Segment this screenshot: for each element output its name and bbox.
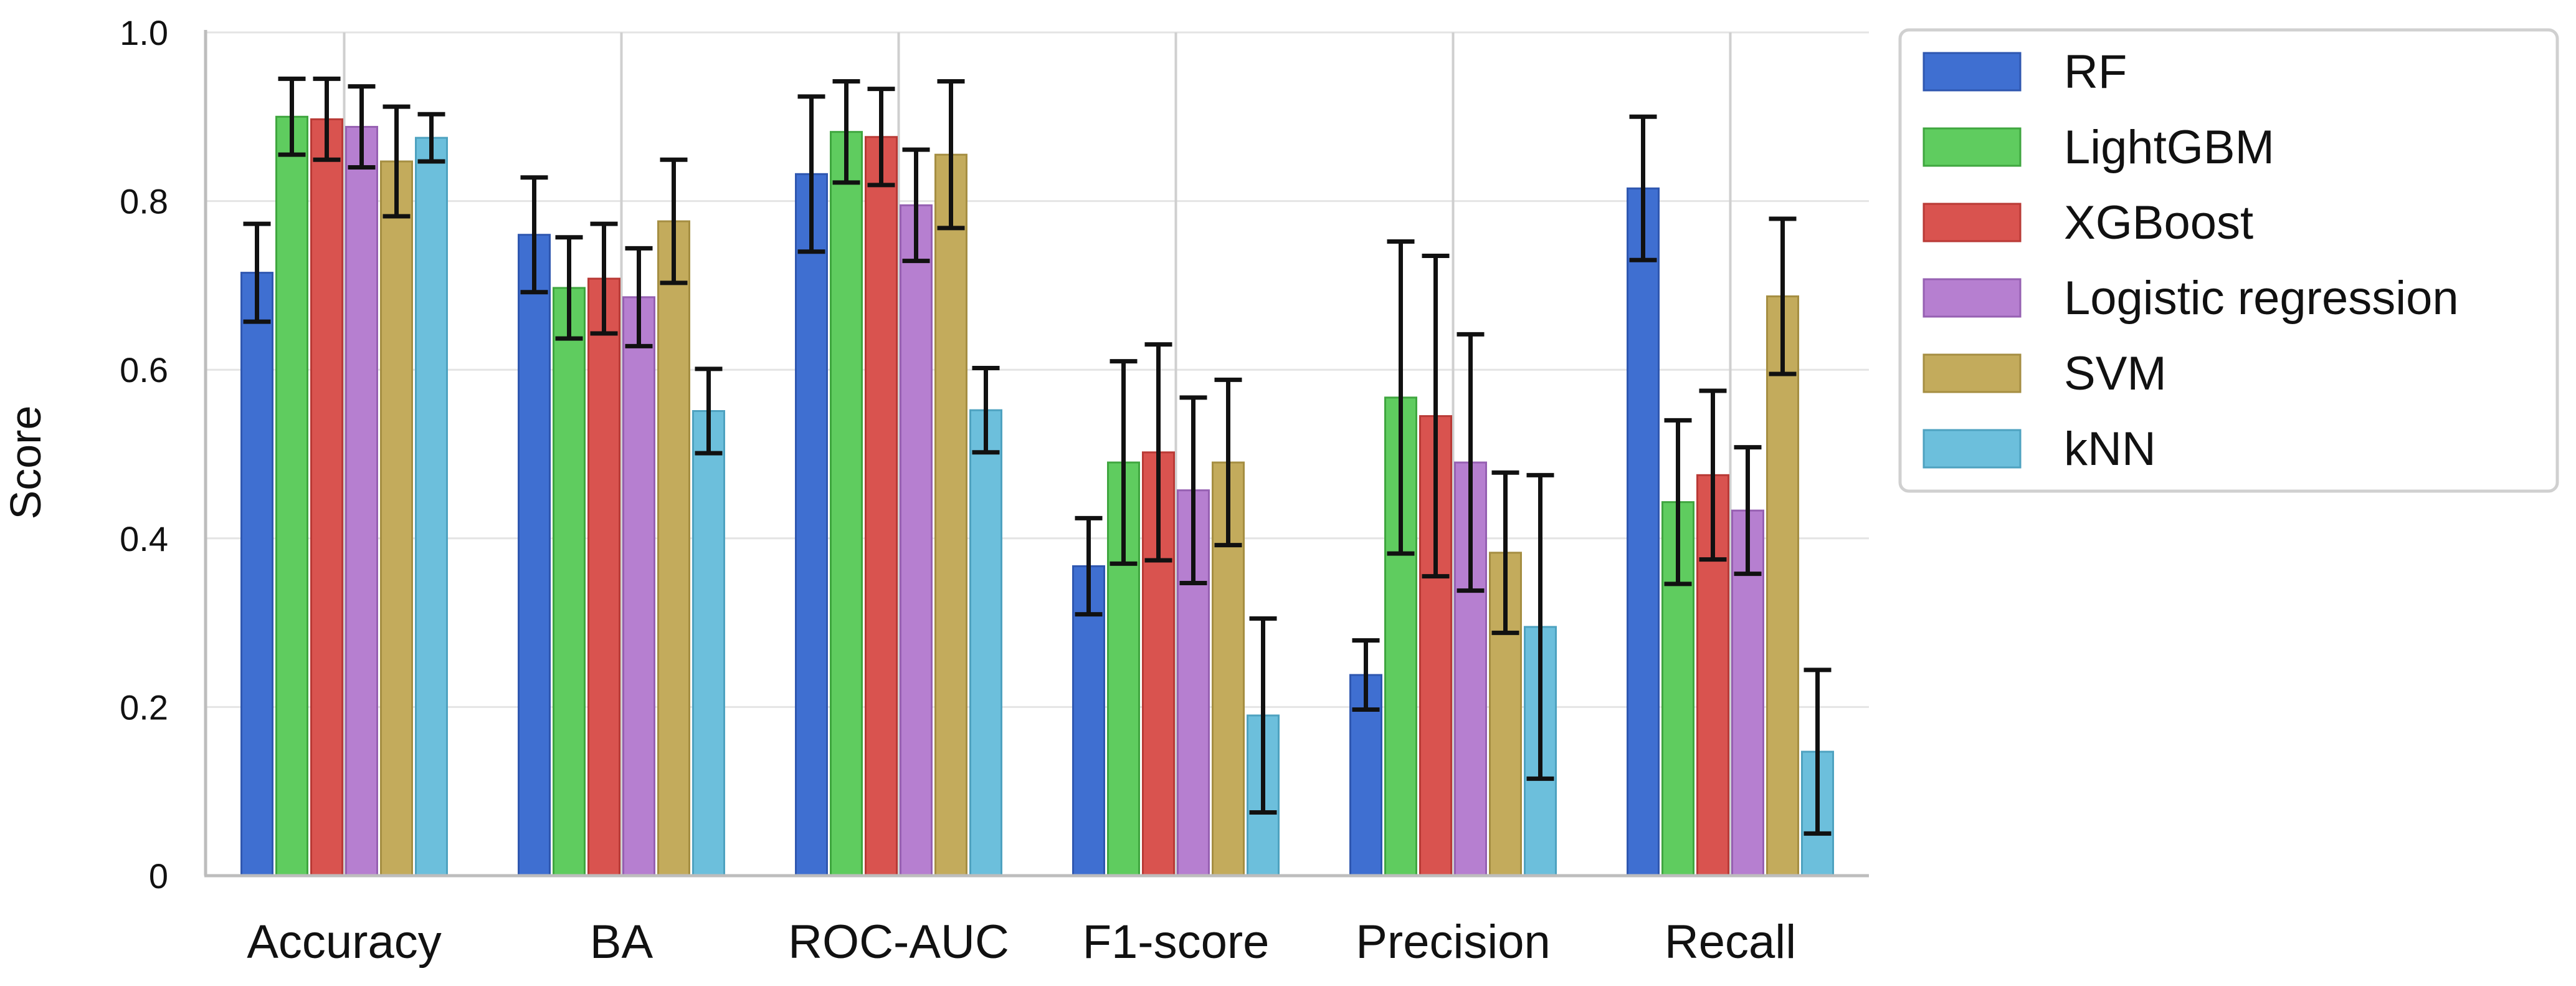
error-bar: [1526, 472, 1554, 781]
error-bar: [278, 76, 306, 157]
y-tick-label: 0.4: [120, 519, 168, 558]
error-bar: [383, 104, 411, 219]
error-bar: [1664, 418, 1692, 586]
y-tick-label: 0: [149, 856, 168, 896]
error-bar: [590, 221, 618, 336]
error-bar: [832, 79, 860, 185]
error-bar: [937, 79, 965, 231]
error-bar: [1144, 342, 1172, 563]
x-tick-label: ROC-AUC: [788, 916, 1009, 969]
legend-label: kNN: [2064, 423, 2156, 476]
error-bar: [1457, 332, 1485, 593]
error-bar: [1804, 668, 1832, 836]
error-bar: [1214, 377, 1242, 548]
bar-xgboost-accuracy: [310, 118, 343, 877]
error-bar: [520, 175, 548, 295]
error-bars: [243, 76, 1832, 836]
bar-rf-ba: [518, 234, 551, 877]
legend-swatch: [1922, 429, 2022, 469]
y-tick-label: 0.8: [120, 182, 168, 221]
error-bar: [1491, 470, 1519, 635]
bar-svm-roc-auc: [934, 153, 967, 877]
error-bar: [1179, 395, 1207, 586]
bar-lightgbm-ba: [553, 287, 586, 877]
error-bar: [1110, 359, 1138, 566]
bar-knn-roc-auc: [969, 409, 1002, 877]
bar-svm-ba: [657, 220, 690, 877]
error-bar: [660, 157, 688, 285]
error-bar: [1769, 216, 1797, 376]
bar-rf-roc-auc: [795, 173, 828, 877]
error-bar: [695, 366, 723, 456]
error-bar: [1352, 638, 1380, 712]
bar-rf-f1-score: [1072, 565, 1105, 877]
error-bar: [313, 76, 341, 162]
x-tick-label: BA: [590, 916, 654, 969]
axes: 0 0.2 0.4 0.6 0.8 1.0 Accuracy BA ROC-AUC F1-scor…: [120, 13, 1869, 969]
bar-logistic-regression-accuracy: [345, 126, 378, 877]
error-bar: [555, 235, 583, 341]
bar-lightgbm-roc-auc: [830, 131, 863, 877]
bar-knn-ba: [692, 409, 725, 877]
error-bar: [417, 112, 445, 164]
error-bar: [243, 221, 271, 324]
legend-swatch: [1922, 52, 2022, 92]
error-bar: [1629, 114, 1657, 262]
error-bar: [902, 147, 930, 264]
grid-lines: [206, 31, 1869, 876]
legend-swatch: [1922, 127, 2022, 167]
legend-swatch: [1922, 353, 2022, 393]
error-bar: [797, 94, 825, 254]
bar-lightgbm-accuracy: [275, 115, 308, 877]
legend: RF LightGBM XGBoost Logistic regression SVM k…: [1898, 28, 2559, 493]
error-bar: [1422, 254, 1450, 579]
bar-knn-accuracy: [415, 136, 448, 877]
bar-svm-recall: [1766, 295, 1799, 877]
error-bar: [1699, 388, 1727, 562]
error-bar: [1734, 445, 1762, 577]
error-bar: [1075, 515, 1103, 617]
legend-label: RF: [2064, 45, 2127, 98]
error-bar: [625, 246, 653, 348]
x-tick-label: F1-score: [1083, 916, 1270, 969]
y-tick-label: 0.2: [120, 687, 168, 727]
error-bar: [1387, 239, 1415, 556]
y-tick-label: 0.6: [120, 350, 168, 390]
legend-label: LightGBM: [2064, 121, 2274, 174]
error-bar: [972, 365, 1000, 455]
error-bar: [867, 87, 895, 188]
legend-label: XGBoost: [2064, 196, 2253, 249]
bar-logistic-regression-ba: [622, 296, 655, 877]
bar-logistic-regression-roc-auc: [900, 204, 933, 877]
bar-svm-accuracy: [380, 160, 413, 877]
y-tick-label: 1.0: [120, 13, 168, 52]
legend-swatch: [1922, 278, 2022, 318]
x-tick-label: Recall: [1665, 916, 1796, 969]
legend-box: [1898, 28, 2559, 493]
error-bar: [348, 84, 376, 170]
bar-rf-accuracy: [240, 272, 273, 877]
y-axis-label: Score: [1, 406, 50, 520]
bars: [240, 115, 1834, 877]
bar-xgboost-ba: [587, 277, 620, 877]
legend-label: Logistic regression: [2064, 272, 2459, 325]
legend-label: SVM: [2064, 347, 2167, 400]
x-tick-label: Accuracy: [247, 916, 442, 969]
bar-rf-recall: [1627, 187, 1660, 877]
x-tick-label: Precision: [1356, 916, 1551, 969]
legend-swatch: [1922, 203, 2022, 242]
error-bar: [1249, 616, 1277, 815]
bar-xgboost-roc-auc: [865, 136, 898, 877]
